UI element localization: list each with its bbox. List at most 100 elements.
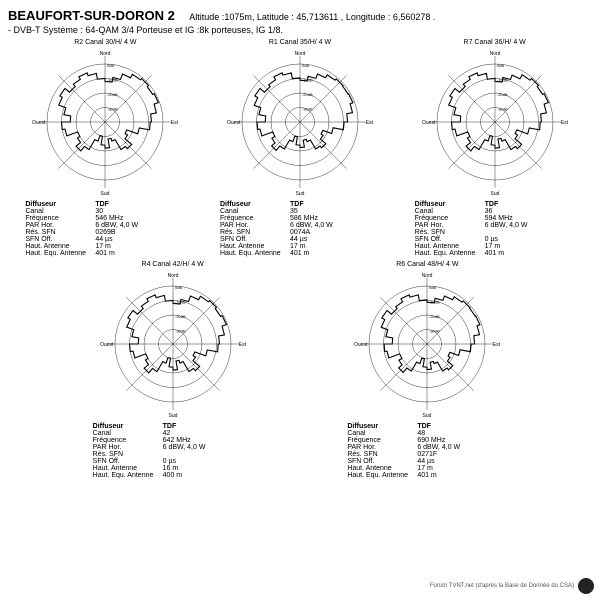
table-value: 594 MHz — [485, 215, 575, 222]
svg-text:Est: Est — [366, 120, 374, 126]
alt-label: Altitude : — [189, 12, 224, 22]
lat-label: Latitude : — [257, 12, 294, 22]
svg-text:-10dB: -10dB — [497, 78, 508, 83]
table-key: Haut. Antenne — [347, 465, 417, 472]
table-value: 6 dBW, 4,0 W — [417, 444, 507, 451]
table-key: Canal — [347, 430, 417, 437]
table-key: Fréquence — [347, 437, 417, 444]
table-value: 17 m — [485, 243, 575, 250]
svg-text:-10dB: -10dB — [175, 300, 186, 305]
polar-chart: NordEstSudOuest-30dB-20dB-10dB0dB — [225, 47, 375, 197]
table-value: 35 — [290, 208, 380, 215]
svg-text:0dB: 0dB — [302, 63, 309, 68]
table-key: Canal — [93, 430, 163, 437]
table-key: SFN Off. — [93, 458, 163, 465]
table-row: Fréquence642 MHz — [93, 437, 253, 444]
table-row: DiffuseurTDF — [347, 423, 507, 430]
table-key: Canal — [25, 208, 95, 215]
svg-text:0dB: 0dB — [497, 63, 504, 68]
chart-title: R6 Canal 48/H/ 4 W — [396, 261, 458, 268]
table-value: 44 µs — [290, 236, 380, 243]
table-value: 16 m — [163, 465, 253, 472]
svg-text:Nord: Nord — [422, 273, 433, 279]
table-row: PAR Hor.6 dBW, 4,0 W — [220, 222, 380, 229]
svg-text:Sud: Sud — [101, 191, 110, 197]
table-value: 546 MHz — [95, 215, 185, 222]
table-row: DiffuseurTDF — [415, 201, 575, 208]
footer-text: Forum TVNT.net (d'après la Base de Donné… — [430, 583, 574, 589]
table-row: Haut. Equ. Antenne401 m — [220, 250, 380, 257]
svg-text:Ouest: Ouest — [100, 342, 114, 348]
polar-chart: NordEstSudOuest-30dB-20dB-10dB0dB — [420, 47, 570, 197]
table-key: Fréquence — [415, 215, 485, 222]
tvnt-logo-icon — [578, 578, 594, 594]
svg-text:Nord: Nord — [167, 273, 178, 279]
table-value: 642 MHz — [163, 437, 253, 444]
table-value: 6 dBW, 4,0 W — [95, 222, 185, 229]
altitude: 1075m, — [224, 12, 254, 22]
table-value: 17 m — [95, 243, 185, 250]
svg-text:Ouest: Ouest — [422, 120, 436, 126]
table-row: Haut. Equ. Antenne401 m — [25, 250, 185, 257]
lon-label: Longitude : — [346, 12, 391, 22]
chart-cell: R1 Canal 35/H/ 4 WNordEstSudOuest-30dB-2… — [210, 39, 390, 257]
svg-text:Ouest: Ouest — [354, 342, 368, 348]
table-value: 401 m — [417, 472, 507, 479]
svg-text:Nord: Nord — [295, 51, 306, 57]
svg-text:Sud: Sud — [423, 413, 432, 419]
table-key: Rés. SFN — [347, 451, 417, 458]
table-row: Rés. SFN0269B — [25, 229, 185, 236]
chart-cell: R6 Canal 48/H/ 4 WNordEstSudOuest-30dB-2… — [337, 261, 517, 479]
svg-text:Nord: Nord — [489, 51, 500, 57]
table-row: Haut. Equ. Antenne401 m — [415, 250, 575, 257]
table-row: SFN Off.44 µs — [220, 236, 380, 243]
table-value: 0271F — [417, 451, 507, 458]
svg-text:-30dB: -30dB — [107, 107, 118, 112]
polar-chart: NordEstSudOuest-30dB-20dB-10dB0dB — [98, 269, 248, 419]
table-key: Haut. Antenne — [415, 243, 485, 250]
table-value — [163, 451, 253, 458]
svg-text:Ouest: Ouest — [227, 120, 241, 126]
table-row: PAR Hor.6 dBW, 4,0 W — [25, 222, 185, 229]
chart-row: R4 Canal 42/H/ 4 WNordEstSudOuest-30dB-2… — [8, 261, 592, 479]
table-key: Haut. Equ. Antenne — [25, 250, 95, 257]
svg-text:-20dB: -20dB — [302, 92, 313, 97]
chart-cell: R2 Canal 30/H/ 4 WNordEstSudOuest-30dB-2… — [15, 39, 195, 257]
table-value: 401 m — [485, 250, 575, 257]
table-value: TDF — [417, 423, 507, 430]
table-row: SFN Off.0 µs — [93, 458, 253, 465]
svg-text:-20dB: -20dB — [175, 314, 186, 319]
table-value: 0 µs — [163, 458, 253, 465]
table-value: 0074A — [290, 229, 380, 236]
table-value: TDF — [163, 423, 253, 430]
table-row: Haut. Antenne17 m — [25, 243, 185, 250]
table-value: 586 MHz — [290, 215, 380, 222]
table-row: SFN Off.44 µs — [347, 458, 507, 465]
svg-text:Est: Est — [560, 120, 568, 126]
svg-text:Est: Est — [171, 120, 179, 126]
table-row: Haut. Antenne17 m — [347, 465, 507, 472]
info-table: DiffuseurTDFCanal42Fréquence642 MHzPAR H… — [93, 423, 253, 479]
table-value: 44 µs — [95, 236, 185, 243]
table-row: Haut. Equ. Antenne400 m — [93, 472, 253, 479]
table-row: Rés. SFN — [415, 229, 575, 236]
system-line: - DVB-T Système : 64-QAM 3/4 Porteuse et… — [8, 25, 592, 35]
table-row: Fréquence546 MHz — [25, 215, 185, 222]
chart-cell: R4 Canal 42/H/ 4 WNordEstSudOuest-30dB-2… — [83, 261, 263, 479]
table-row: Haut. Equ. Antenne401 m — [347, 472, 507, 479]
polar-chart: NordEstSudOuest-30dB-20dB-10dB0dB — [352, 269, 502, 419]
svg-text:Sud: Sud — [296, 191, 305, 197]
site-title: BEAUFORT-SUR-DORON 2 — [8, 8, 175, 23]
table-value: 6 dBW, 4,0 W — [290, 222, 380, 229]
table-value: 6 dBW, 4,0 W — [163, 444, 253, 451]
table-row: Fréquence586 MHz — [220, 215, 380, 222]
table-key: Haut. Antenne — [220, 243, 290, 250]
svg-text:-10dB: -10dB — [429, 300, 440, 305]
table-key: Fréquence — [25, 215, 95, 222]
chart-title: R7 Canal 36/H/ 4 W — [464, 39, 526, 46]
table-row: PAR Hor.6 dBW, 4,0 W — [347, 444, 507, 451]
svg-text:Sud: Sud — [168, 413, 177, 419]
table-value: TDF — [95, 201, 185, 208]
table-key: SFN Off. — [415, 236, 485, 243]
svg-text:-20dB: -20dB — [429, 314, 440, 319]
